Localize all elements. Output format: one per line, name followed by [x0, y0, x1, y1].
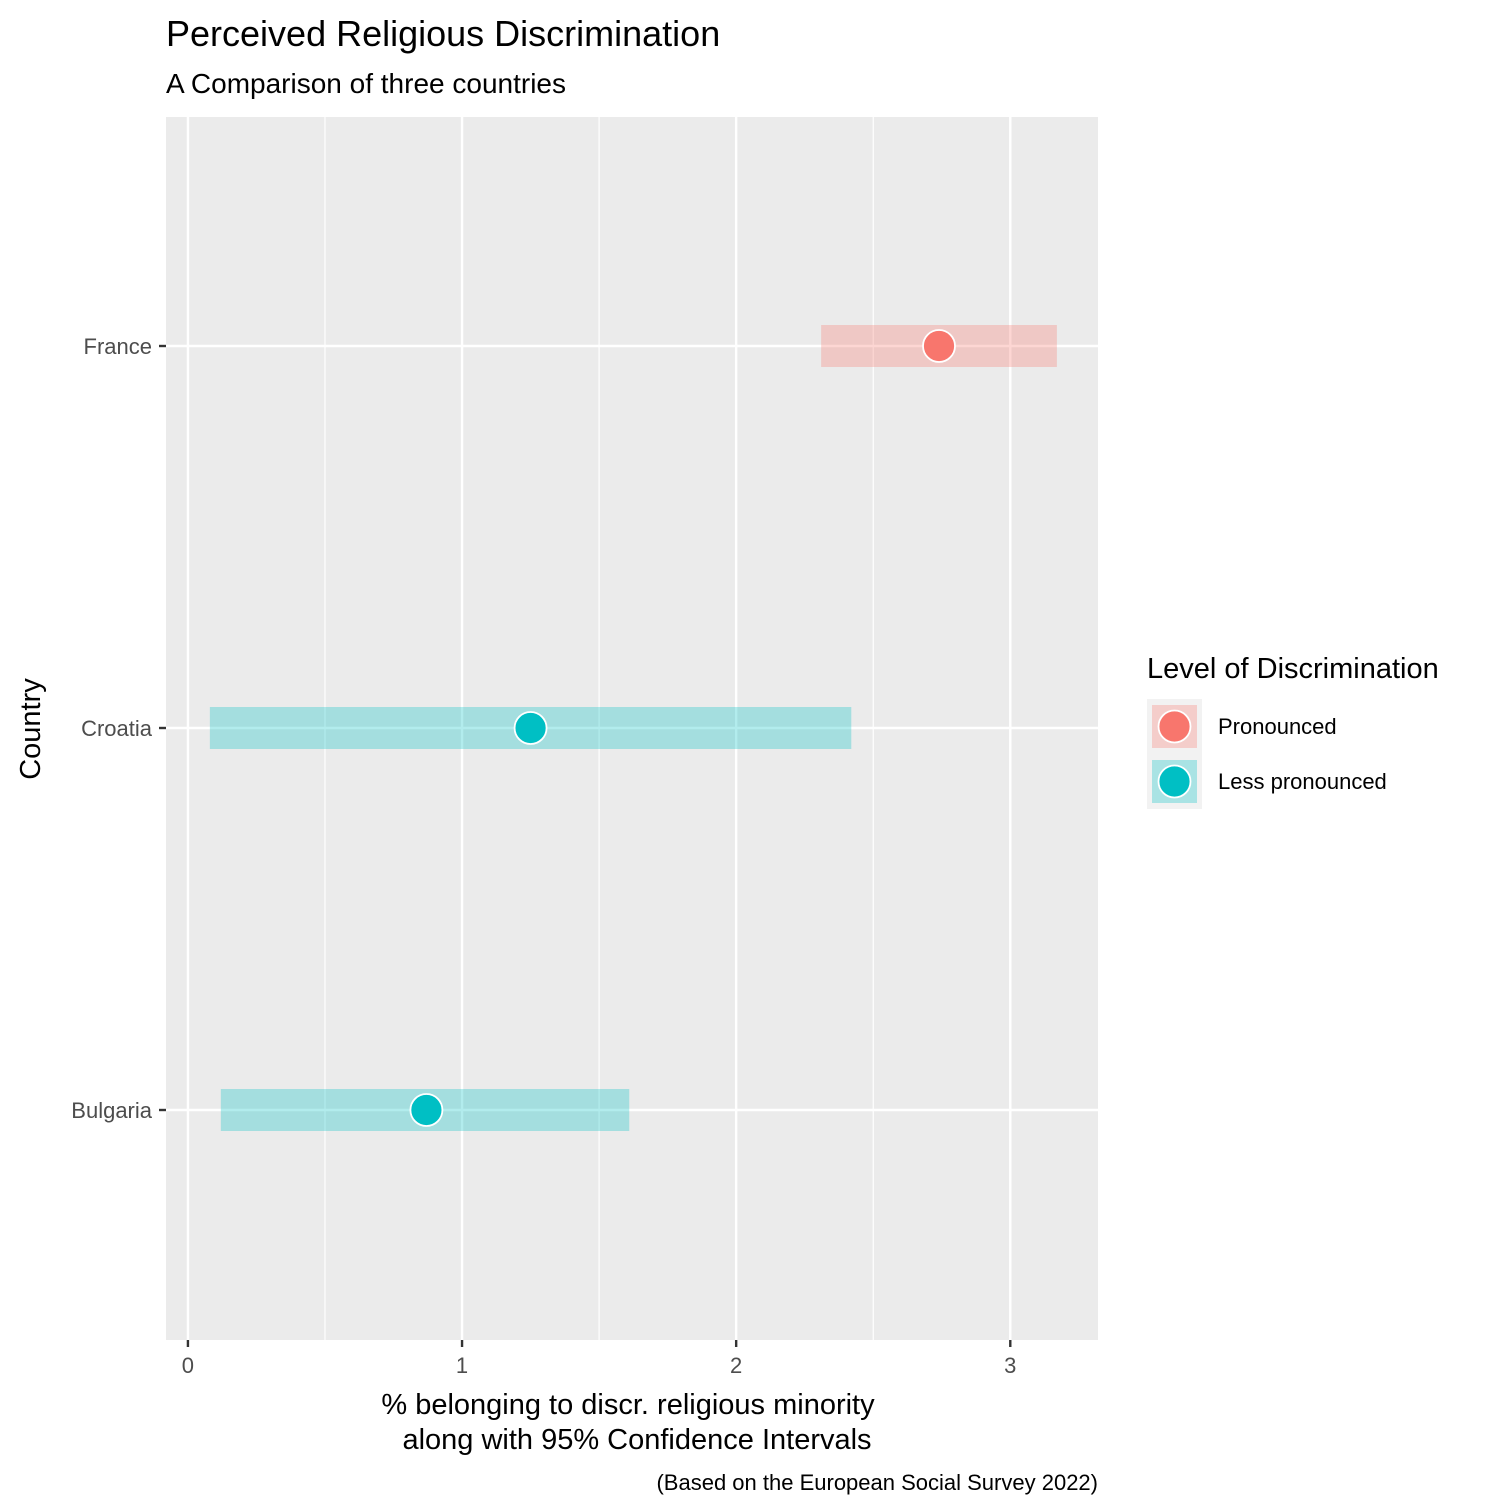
legend-title: Level of Discrimination [1147, 653, 1439, 685]
x-tick-label: 2 [730, 1353, 742, 1378]
x-tick-label: 3 [1004, 1353, 1016, 1378]
points [409, 329, 956, 1127]
legend: Level of Discrimination Pronounced Less p… [1147, 653, 1439, 809]
point-croatia [513, 711, 548, 745]
x-tick-label: 1 [456, 1353, 468, 1378]
x-axis-title-line-1: % belonging to discr. religious minority [381, 1389, 875, 1421]
legend-item-label: Pronounced [1218, 714, 1337, 739]
legend-key-point [1157, 709, 1192, 744]
x-axis-title-line-2: along with 95% Confidence Intervals [402, 1424, 871, 1456]
y-tick-label: Bulgaria [71, 1098, 152, 1123]
legend-items: Pronounced Less pronounced [1147, 699, 1387, 809]
point-france [922, 329, 956, 363]
y-tick-label: France [84, 334, 152, 359]
y-axis: France Croatia Bulgaria [71, 334, 166, 1123]
grid-major [166, 117, 1098, 1340]
chart-subtitle: A Comparison of three countries [166, 68, 566, 99]
chart-caption: (Based on the European Social Survey 202… [656, 1470, 1098, 1495]
x-tick-label: 0 [182, 1353, 194, 1378]
point-bulgaria [409, 1093, 444, 1127]
chart-title: Perceived Religious Discrimination [166, 13, 720, 54]
x-axis: 0 1 2 3 [182, 1340, 1016, 1378]
y-axis-title: Country [15, 678, 47, 780]
y-tick-label: Croatia [81, 716, 153, 741]
legend-item-label: Less pronounced [1218, 769, 1387, 794]
legend-key-point [1157, 764, 1192, 799]
